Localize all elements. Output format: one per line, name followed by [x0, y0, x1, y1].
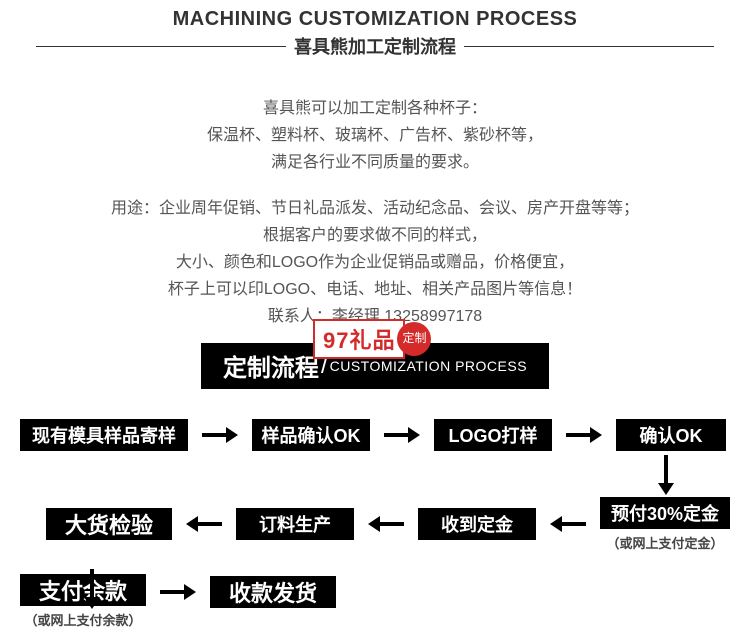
arrow-right-icon — [566, 425, 602, 445]
step-prepay-sub: （或网上支付定金） — [606, 533, 723, 552]
flow-row-3: 支付余款 （或网上支付余款） 收款发货 _ — [20, 574, 730, 629]
banner-sub: CUSTOMIZATION PROCESS — [330, 358, 527, 374]
title-chinese-row: 喜具熊加工定制流程 — [0, 33, 750, 59]
step-logo-proof: LOGO打样 — [434, 419, 552, 451]
arrow-right-icon — [202, 425, 238, 445]
process-flow: 现有模具样品寄样 样品确认OK LOGO打样 确认OK 大货检验 订料生产 收到… — [0, 419, 750, 629]
desc-line: 满足各行业不同质量的要求。 — [0, 149, 750, 176]
description-block: 喜具熊可以加工定制各种杯子： 保温杯、塑料杯、玻璃杯、广告杯、紫砂杯等， 满足各… — [0, 95, 750, 331]
desc-line: 根据客户的要求做不同的样式， — [0, 222, 750, 249]
arrow-left-icon — [368, 514, 404, 534]
brand-stamp: 97礼品 定制 — [313, 319, 431, 359]
banner-main: 定制流程 — [223, 348, 319, 383]
arrow-right-icon — [160, 582, 196, 602]
step-confirm-ok: 确认OK — [616, 419, 726, 451]
arrow-left-icon — [550, 514, 586, 534]
desc-line: 大小、颜色和LOGO作为企业促销品或赠品，价格便宜， — [0, 249, 750, 276]
title-english: MACHINING CUSTOMIZATION PROCESS — [0, 8, 750, 31]
flow-row-1: 现有模具样品寄样 样品确认OK LOGO打样 确认OK — [20, 419, 730, 451]
desc-line: 杯子上可以印LOGO、电话、地址、相关产品图片等信息！ — [0, 276, 750, 303]
desc-line: 保温杯、塑料杯、玻璃杯、广告杯、紫砂杯等， — [0, 122, 750, 149]
step-mass-inspect: 大货检验 — [46, 508, 172, 540]
step-production: 订料生产 — [236, 508, 354, 540]
step-sample-send: 现有模具样品寄样 — [20, 419, 188, 451]
arrow-down-icon — [656, 455, 676, 500]
divider-right — [464, 46, 714, 47]
step-prepay-deposit: 预付30%定金 — [600, 497, 730, 529]
stamp-seal: 定制 — [397, 322, 431, 356]
desc-line: 喜具熊可以加工定制各种杯子： — [0, 95, 750, 122]
desc-line: 用途：企业周年促销、节日礼品派发、活动纪念品、会议、房产开盘等等； — [0, 195, 750, 222]
divider-left — [36, 46, 286, 47]
stamp-text: 97礼品 — [313, 319, 405, 359]
title-chinese: 喜具熊加工定制流程 — [286, 33, 464, 59]
step-deposit-received: 收到定金 — [418, 508, 536, 540]
arrow-down-icon — [82, 569, 102, 614]
step-sample-confirm: 样品确认OK — [252, 419, 370, 451]
flow-row-2: 大货检验 订料生产 收到定金 预付30%定金 （或网上支付定金） — [20, 497, 730, 552]
step-ship: 收款发货 — [210, 576, 336, 608]
arrow-right-icon — [384, 425, 420, 445]
arrow-left-icon — [186, 514, 222, 534]
